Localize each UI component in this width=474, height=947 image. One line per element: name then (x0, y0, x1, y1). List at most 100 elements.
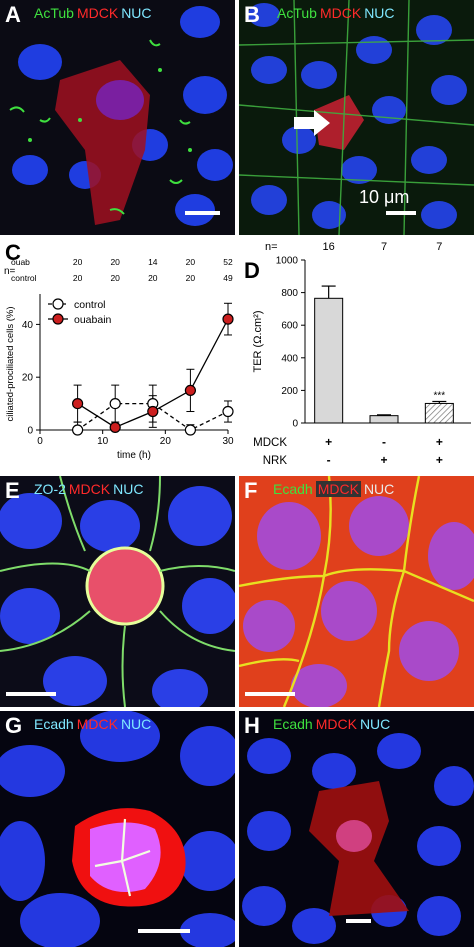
panel-d-letter: D (244, 258, 260, 283)
bar (314, 297, 344, 424)
panel-e: E ZO-2 MDCK NUC (0, 476, 235, 707)
panel-f-letter: F (244, 478, 258, 503)
data-point-control (109, 398, 121, 410)
data-point-ouabain (184, 384, 196, 396)
stain-label: AcTub (34, 5, 74, 21)
x-tick-label: 10 (97, 436, 109, 447)
stain-label: AcTub (277, 5, 317, 21)
stain-label: NUC (121, 5, 152, 21)
row-sign: + (380, 453, 387, 467)
n-value: 7 (381, 241, 387, 253)
scale-bar (138, 929, 190, 933)
n-value: 16 (323, 241, 335, 253)
series-line-control (77, 402, 229, 431)
row-label: MDCK (253, 437, 287, 449)
stain-label: MDCK (68, 481, 111, 497)
n-row-label: control (11, 273, 37, 283)
panel-h: H Ecadh MDCK NUC (239, 711, 474, 947)
scale-bar (6, 692, 56, 696)
data-point-control (222, 405, 234, 418)
scale-bar (346, 919, 371, 923)
stain-label: NUC (364, 5, 395, 21)
n-label: n= (265, 241, 278, 253)
panel-b-stain: AcTub MDCK NUC (277, 5, 398, 21)
scale-bar (185, 211, 220, 215)
row-sign: - (327, 453, 331, 467)
legend-marker (52, 313, 64, 325)
panel-a-stain: AcTub MDCK NUC (34, 5, 155, 21)
stain-label: NUC (363, 481, 395, 497)
panel-e-letter: E (5, 478, 20, 503)
stain-label: MDCK (315, 481, 361, 497)
panel-b-letter: B (244, 2, 260, 27)
scale-label: 10 μm (359, 187, 410, 207)
panel-d: D n= 16 7 7 0 200 400 600 800 1000 TER (Ω.cm²) *** M… (239, 238, 474, 474)
y-tick-label: 1000 (276, 256, 299, 267)
panel-h-stain: Ecadh MDCK NUC (273, 716, 393, 732)
panel-g-stain: Ecadh MDCK NUC (34, 716, 154, 732)
stain-label: NUC (113, 481, 144, 497)
panel-c-letter: C (5, 240, 21, 265)
panel-g: G Ecadh MDCK NUC (0, 711, 235, 947)
row-sign: + (436, 435, 443, 449)
stain-label: NUC (359, 716, 391, 732)
panel-h-letter: H (244, 713, 260, 738)
n-value: 20 (186, 257, 196, 267)
legend-label: ouabain (74, 314, 112, 326)
stain-label: MDCK (315, 716, 357, 732)
n-value: 14 (148, 257, 158, 267)
x-tick-label: 0 (37, 436, 43, 447)
data-point-ouabain (71, 398, 84, 410)
legend-label: control (74, 299, 106, 311)
y-tick-label: 0 (27, 426, 33, 437)
data-point-control (184, 424, 196, 436)
n-value: 49 (223, 273, 233, 283)
scale-bar (245, 692, 295, 696)
panel-f: F Ecadh MDCK NUC (239, 476, 474, 707)
y-axis-label: ciliated-prociliated cells (%) (5, 306, 16, 421)
x-tick-label: 30 (222, 436, 234, 447)
x-axis-label: time (h) (117, 450, 151, 461)
x-tick-label: 20 (160, 436, 172, 447)
micrograph-b (239, 0, 474, 235)
chart-d: n= 16 7 7 0 200 400 600 800 1000 TER (Ω.cm²) *** MDC… (252, 241, 471, 467)
stain-label: Ecadh (273, 481, 313, 497)
row-label: NRK (263, 455, 288, 467)
y-tick-label: 800 (281, 288, 298, 299)
data-point-ouabain (222, 313, 234, 325)
micrograph-g (0, 711, 235, 947)
row-sign: - (382, 435, 386, 449)
panel-c: C n= ouab 20 20 14 20 52 control 20 20 20 20 49 0 10 20… (0, 238, 235, 474)
stain-label: MDCK (76, 5, 119, 21)
stain-label: MDCK (76, 716, 118, 732)
data-point-ouabain (109, 421, 121, 433)
panel-a-letter: A (5, 2, 21, 27)
n-value: 20 (186, 273, 196, 283)
micrograph-a (0, 0, 235, 235)
scale-bar (386, 211, 416, 215)
legend-marker (52, 298, 64, 310)
chart-c: n=ouab 20 20 14 20 52 control 20 20 20 20 49 0 10 20 30… (4, 257, 234, 461)
y-tick-label: 0 (292, 419, 298, 430)
n-value: 7 (436, 241, 442, 253)
y-tick-label: 20 (22, 373, 34, 384)
y-tick-label: 40 (22, 320, 34, 331)
row-sign: + (325, 435, 332, 449)
bar (424, 402, 454, 424)
y-tick-label: 600 (281, 321, 298, 332)
micrograph-f (239, 476, 474, 707)
n-value: 20 (73, 273, 83, 283)
micrograph-h (239, 711, 474, 947)
n-label: n= (4, 266, 16, 277)
y-axis-label: TER (Ω.cm²) (252, 311, 264, 373)
n-value: 20 (148, 273, 158, 283)
panel-g-letter: G (5, 713, 23, 738)
stain-label: Ecadh (34, 716, 74, 732)
bar (369, 415, 399, 424)
row-sign: + (436, 453, 443, 467)
micrograph-e (0, 476, 235, 707)
y-tick-label: 400 (281, 353, 298, 364)
arrow-icon (294, 110, 330, 136)
panel-e-stain: ZO-2 MDCK NUC (34, 481, 146, 497)
panel-b: B AcTub MDCK NUC 10 μm (239, 0, 474, 235)
